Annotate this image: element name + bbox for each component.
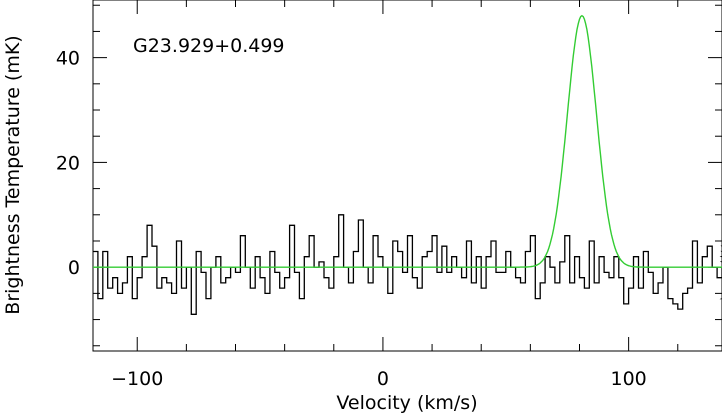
gaussian-fit-line — [93, 14, 722, 268]
y-axis-title: Brightness Temperature (mK) — [2, 35, 24, 314]
x-tick-label: 100 — [611, 368, 647, 390]
axis-tick-labels: −100 0 100 0 20 40 — [56, 48, 647, 390]
y-tick-label: 40 — [56, 48, 80, 70]
source-annotation: G23.929+0.499 — [133, 35, 285, 57]
plot-frame — [92, 0, 722, 352]
axis-ticks — [93, 0, 722, 351]
x-tick-label: 0 — [377, 368, 389, 390]
spectrum-step-line — [93, 0, 722, 331]
y-tick-label: 0 — [68, 257, 80, 279]
y-tick-label: 20 — [56, 152, 80, 174]
x-axis-title: Velocity (km/s) — [336, 392, 477, 414]
series-layer — [93, 0, 722, 331]
x-tick-label: −100 — [111, 368, 163, 390]
